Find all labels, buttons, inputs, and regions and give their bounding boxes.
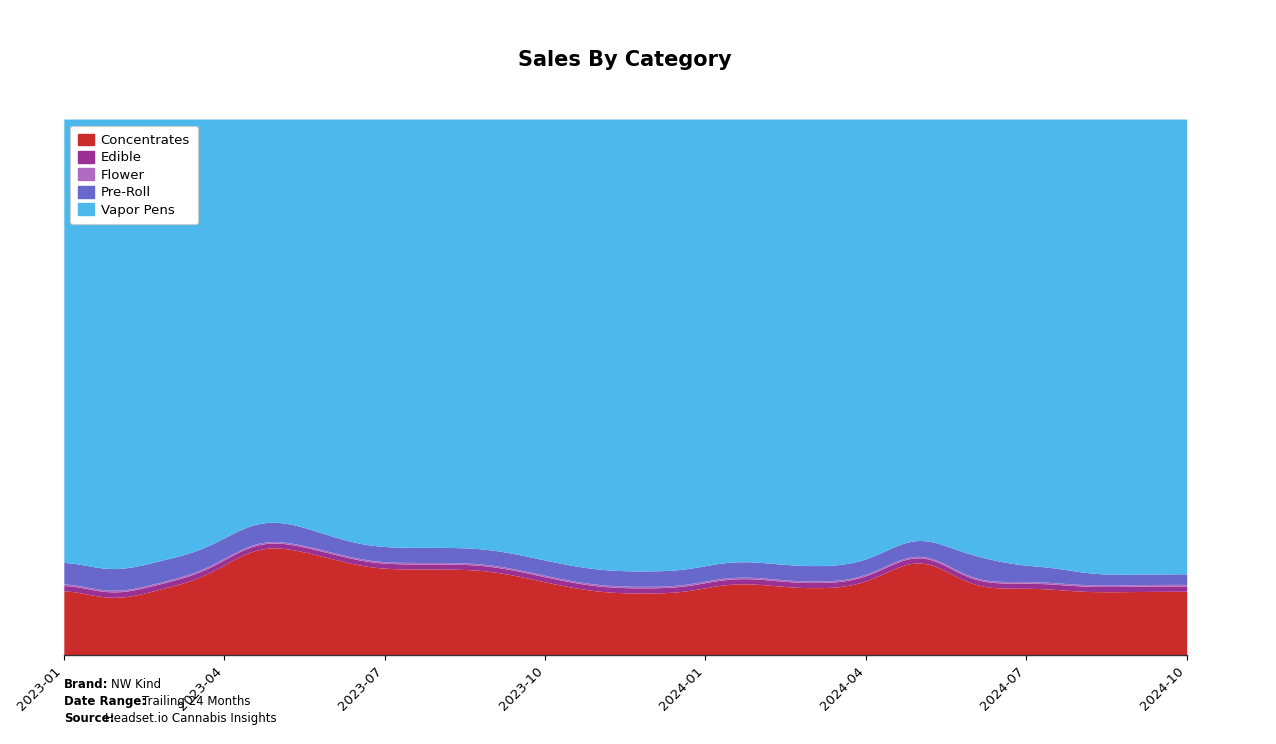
Text: NW Kind: NW Kind	[111, 679, 161, 691]
Text: Headset.io Cannabis Insights: Headset.io Cannabis Insights	[105, 713, 277, 725]
Legend: Concentrates, Edible, Flower, Pre-Roll, Vapor Pens: Concentrates, Edible, Flower, Pre-Roll, …	[70, 126, 198, 225]
Text: Brand:: Brand:	[64, 679, 108, 691]
Text: Date Range:: Date Range:	[64, 696, 145, 708]
Text: Source:: Source:	[64, 713, 115, 725]
Text: Sales By Category: Sales By Category	[518, 50, 732, 69]
Text: Trailing 24 Months: Trailing 24 Months	[142, 696, 250, 708]
